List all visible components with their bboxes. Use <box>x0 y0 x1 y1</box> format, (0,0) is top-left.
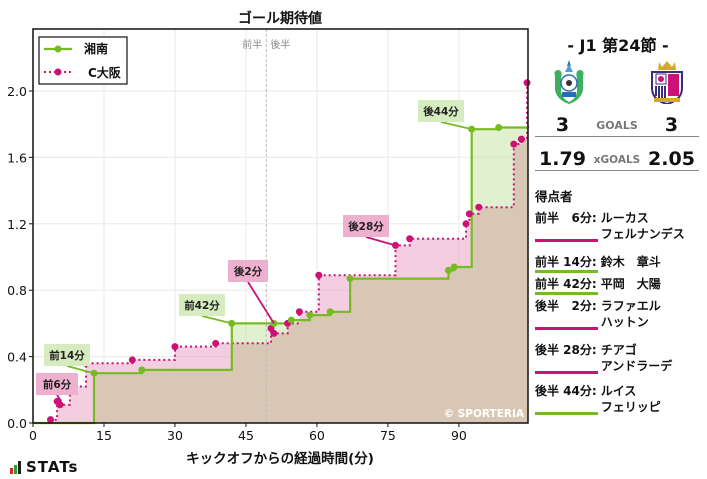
first-half-label: 前半 <box>242 38 262 51</box>
scorer-item: 後半 28分: チアゴ アンドラーデ <box>535 342 707 374</box>
away-xg: 2.05 <box>648 148 695 170</box>
home-goals: 3 <box>555 114 570 136</box>
scorer-time: 前半 14分: <box>535 254 598 273</box>
away-goals: 3 <box>664 114 679 136</box>
chart-title: ゴール期待値 <box>238 11 322 27</box>
goal-annotation: 前6分 <box>43 378 72 391</box>
scorer-name: 鈴木 章斗 <box>600 255 661 269</box>
goal-annotation: 後2分 <box>233 265 263 278</box>
scorer-name: 平岡 大陽 <box>600 277 661 291</box>
y-tick-label: 0.4 <box>7 350 27 365</box>
match-round: - J1 第24節 - <box>567 36 669 55</box>
scorer-item: 前半 14分: 鈴木 章斗 <box>535 254 707 273</box>
scorer-time: 後半 44分: <box>535 383 598 415</box>
scorer-time: 前半 42分: <box>535 276 598 295</box>
scorer-time: 後半 28分: <box>535 342 598 374</box>
legend-away-label: C大阪 <box>88 65 122 80</box>
goals-row: 3 GOALS 3 <box>535 112 699 137</box>
y-tick-label: 0.8 <box>7 283 27 298</box>
x-tick-label: 75 <box>380 428 396 443</box>
scorer-time: 前半 6分: <box>535 210 598 242</box>
x-tick-label: 15 <box>96 428 112 443</box>
scorer-item: 前半 6分: ルーカス フェルナンデス <box>535 210 707 242</box>
scorer-name: ラファエル ハットン <box>600 299 661 329</box>
sporteria-watermark: © SPORTERIA <box>444 408 525 420</box>
second-half-label: 後半 <box>270 38 290 51</box>
goal-annotation: 後44分 <box>422 105 459 118</box>
scorer-name: ルーカス フェルナンデス <box>600 211 685 241</box>
goal-annotation: 前42分 <box>184 299 220 312</box>
x-tick-label: 60 <box>309 428 325 443</box>
goal-annotation: 後28分 <box>347 220 384 233</box>
y-tick-label: 2.0 <box>7 84 27 99</box>
cerezo-crest-icon <box>651 61 683 104</box>
x-tick-label: 90 <box>451 428 467 443</box>
scorer-name: ルイス フェリッピ <box>600 384 661 414</box>
scorers-title: 得点者 <box>535 189 573 204</box>
x-axis-label: キックオフからの経過時間(分) <box>186 451 374 467</box>
xgoals-row: 1.79 xGOALS 2.05 <box>535 145 699 171</box>
y-tick-label: 1.2 <box>7 217 27 232</box>
legend-home-label: 湘南 <box>84 41 108 56</box>
goals-label: GOALS <box>596 119 638 132</box>
x-tick-label: 45 <box>238 428 254 443</box>
shonan-crest-icon <box>554 60 584 104</box>
scorer-item: 前半 42分: 平岡 大陽 <box>535 276 707 295</box>
y-tick-label: 1.6 <box>7 150 27 165</box>
goal-annotation: 前14分 <box>49 349 85 362</box>
home-xg: 1.79 <box>539 148 586 170</box>
scorer-name: チアゴ アンドラーデ <box>600 343 673 373</box>
x-tick-label: 30 <box>167 428 183 443</box>
stats-logo: STATs <box>10 458 78 476</box>
y-tick-label: 0.0 <box>7 416 27 431</box>
scorer-item: 後半 44分: ルイス フェリッピ <box>535 383 707 415</box>
stats-bars-icon <box>10 460 21 474</box>
stats-logo-text: STATs <box>26 458 79 476</box>
xgoals-label: xGOALS <box>593 154 641 166</box>
scorer-time: 後半 2分: <box>535 298 598 330</box>
scorer-item: 後半 2分: ラファエル ハットン <box>535 298 707 330</box>
x-tick-label: 0 <box>29 428 37 443</box>
